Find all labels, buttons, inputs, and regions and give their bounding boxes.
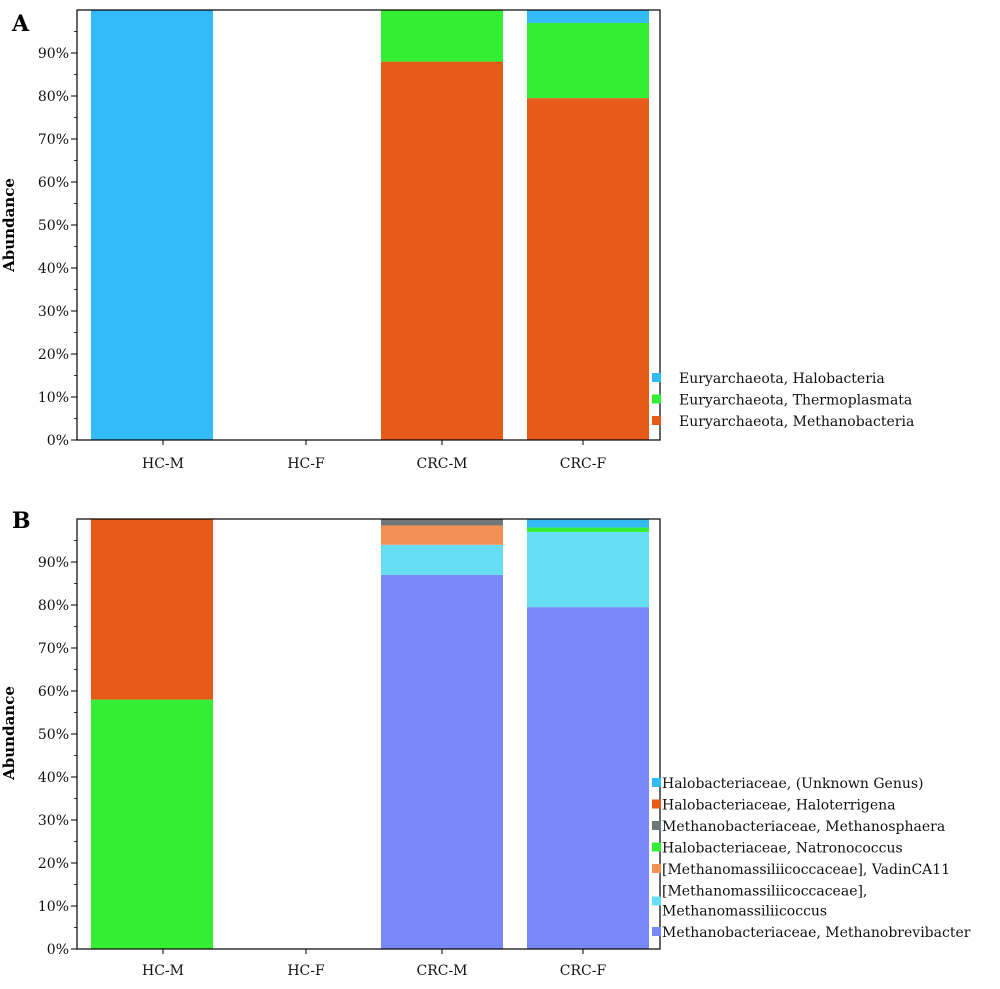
x-category-label: HC-F — [287, 456, 325, 472]
panel-letter: A — [11, 11, 30, 37]
y-tick-label: 40% — [38, 261, 69, 277]
bar-segment — [91, 10, 213, 440]
legend-item: Halobacteriaceae, Haloterrigena — [652, 798, 896, 814]
bar-segment — [381, 574, 503, 949]
bar-segment — [381, 10, 503, 62]
y-tick-label: 80% — [38, 89, 69, 105]
y-tick-label: 20% — [38, 347, 69, 363]
x-category-label: HC-M — [142, 963, 184, 979]
legend-item: Halobacteriaceae, Natronococcus — [652, 841, 903, 857]
y-tick-label: 0% — [47, 942, 69, 958]
legend-label: Euryarchaeota, Halobacteria — [679, 371, 885, 387]
bar-segment — [527, 22, 649, 99]
y-tick-label: 50% — [38, 218, 69, 234]
legend-swatch — [652, 927, 661, 936]
legend-item: Euryarchaeota, Thermoplasmata — [652, 393, 912, 409]
legend-label: Halobacteriaceae, Natronococcus — [662, 841, 903, 857]
y-tick-label: 90% — [38, 555, 69, 571]
bar-segment — [91, 699, 213, 949]
y-tick-label: 10% — [38, 899, 69, 915]
y-tick-label: 20% — [38, 856, 69, 872]
chart-panel-a: A Abundance 0% 10% 20% 30% 40% 50% 60% 70% 80% 90% H… — [0, 9, 914, 472]
legend-item: Methanobacteriaceae, Methanobrevibacter — [652, 925, 971, 941]
x-category-label: CRC-F — [560, 963, 607, 979]
bar-segment — [527, 98, 649, 441]
legend-label: Euryarchaeota, Thermoplasmata — [679, 393, 912, 409]
y-tick-label: 60% — [38, 175, 69, 191]
legend-label: [Methanomassiliicoccaceae], VadinCA11 — [662, 862, 950, 878]
legend-swatch — [652, 373, 661, 382]
y-axis-label: Abundance — [0, 178, 18, 273]
legend-swatch — [652, 416, 661, 425]
legend-swatch — [652, 799, 661, 809]
legend-label: Halobacteriaceae, Haloterrigena — [662, 798, 896, 814]
x-category-label: CRC-M — [416, 963, 467, 979]
y-tick-label: 40% — [38, 770, 69, 786]
legend-label: Methanomassiliicoccus — [662, 904, 827, 920]
legend-swatch — [652, 864, 661, 873]
y-tick-label: 30% — [38, 304, 69, 320]
bar-segment — [381, 544, 503, 575]
y-tick-label: 30% — [38, 813, 69, 829]
x-category-label: CRC-M — [416, 456, 467, 472]
bar-segment — [381, 525, 503, 545]
legend-item: Euryarchaeota, Methanobacteria — [652, 414, 914, 430]
legend-item: [Methanomassiliicoccaceae], VadinCA11 — [652, 862, 950, 878]
y-axis-label: Abundance — [0, 686, 18, 781]
legend-item: Methanobacteriaceae, Methanosphaera — [652, 819, 945, 835]
y-tick-label: 10% — [38, 390, 69, 406]
legend-swatch — [652, 778, 661, 787]
y-tick-label: 70% — [38, 641, 69, 657]
legend-label: Halobacteriaceae, (Unknown Genus) — [662, 776, 924, 792]
y-tick-label: 0% — [47, 433, 69, 449]
legend-label: [Methanomassiliicoccaceae], — [662, 884, 867, 900]
bar-segment — [91, 519, 213, 700]
bar-segment — [381, 519, 503, 526]
legend-label: Methanobacteriaceae, Methanobrevibacter — [662, 925, 971, 941]
legend-swatch — [652, 394, 661, 404]
legend: Halobacteriaceae, (Unknown Genus) Halobac… — [652, 776, 971, 941]
y-tick-label: 70% — [38, 132, 69, 148]
legend-label: Euryarchaeota, Methanobacteria — [679, 414, 914, 430]
y-tick-label: 80% — [38, 598, 69, 614]
y-tick-label: 50% — [38, 727, 69, 743]
legend: Euryarchaeota, Halobacteria Euryarchaeota… — [652, 371, 914, 430]
bar-segment — [527, 527, 649, 532]
bar-segment — [527, 531, 649, 608]
y-tick-label: 90% — [38, 46, 69, 62]
y-tick-label: 60% — [38, 684, 69, 700]
panel-letter: B — [12, 508, 31, 534]
x-category-label: HC-M — [142, 456, 184, 472]
bar-segment — [381, 61, 503, 440]
legend-item: [Methanomassiliicoccaceae], Methanomassil… — [652, 884, 867, 920]
legend-item: Euryarchaeota, Halobacteria — [652, 371, 885, 387]
bar-segment — [527, 10, 649, 23]
x-category-label: CRC-F — [560, 456, 607, 472]
legend-swatch — [652, 896, 661, 906]
bar-segment — [527, 519, 649, 528]
legend-item: Halobacteriaceae, (Unknown Genus) — [652, 776, 924, 792]
legend-label: Methanobacteriaceae, Methanosphaera — [662, 819, 945, 835]
bar-segment — [527, 607, 649, 949]
legend-swatch — [652, 842, 661, 852]
x-category-label: HC-F — [287, 963, 325, 979]
legend-swatch — [652, 821, 661, 830]
chart-panel-b: B Abundance 0% 10% 20% 30% 40% 50% 60% 70% 80% 90% H… — [0, 508, 971, 979]
